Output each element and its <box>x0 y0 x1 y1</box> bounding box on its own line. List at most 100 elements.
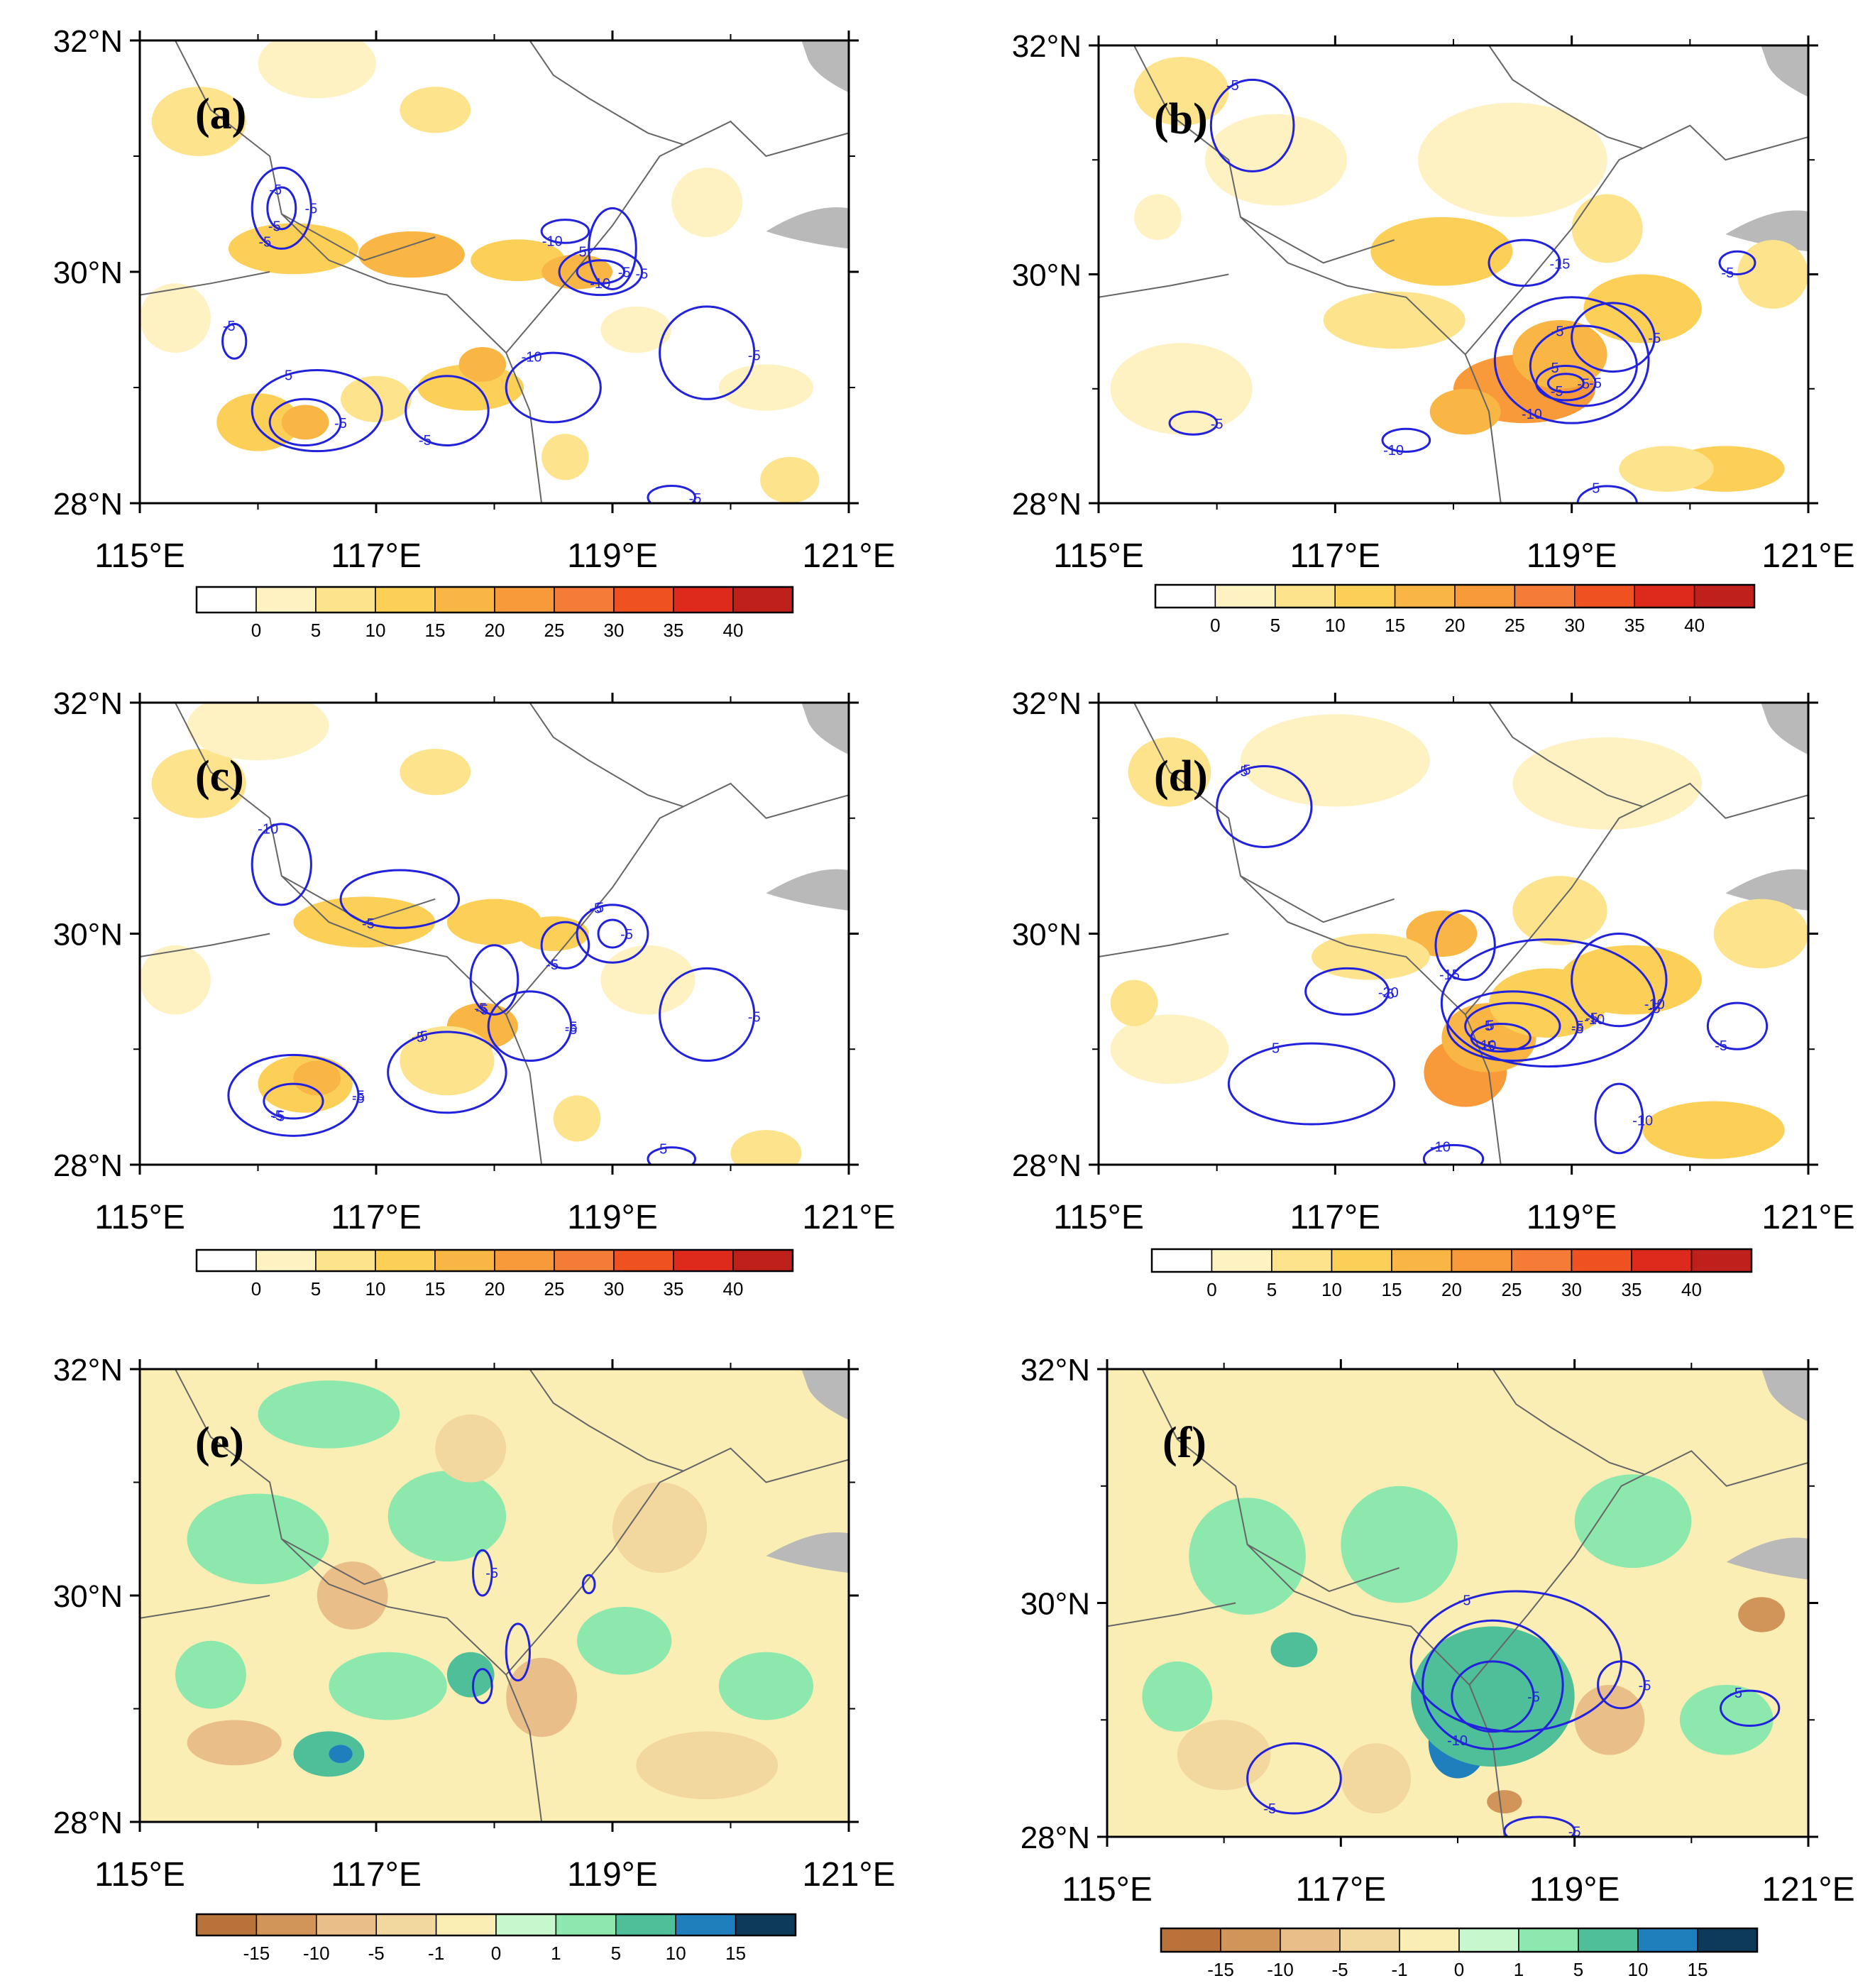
field-cell <box>760 456 820 503</box>
contour-label: -5 <box>223 319 236 334</box>
sea-area <box>801 703 849 755</box>
colorbar-label: 1 <box>1514 1959 1524 1980</box>
field-cell <box>1487 1790 1522 1814</box>
colorbar-swatch <box>1518 1928 1579 1953</box>
contour-line <box>221 322 248 360</box>
field-cell <box>730 1130 802 1165</box>
sea-area <box>801 40 849 93</box>
field-cell <box>1241 714 1430 807</box>
province-border <box>1468 1473 1645 1686</box>
province-border <box>1240 216 1395 264</box>
contour-label: -5 <box>1267 1041 1280 1057</box>
contour-line <box>505 1622 531 1682</box>
colorbar-swatch <box>1574 584 1635 608</box>
colorbar-swatch <box>375 1913 437 1936</box>
x-tick-label: 121°E <box>1761 537 1854 575</box>
contour-line <box>1571 302 1656 373</box>
colorbar-label: 0 <box>1210 615 1220 636</box>
contour-line <box>487 990 573 1062</box>
panel-label: (a) <box>195 90 246 138</box>
field-cell <box>471 239 566 282</box>
contour-line <box>1706 1001 1769 1050</box>
sea-area <box>1725 210 1808 252</box>
field-cell <box>1583 274 1703 344</box>
contour-label: -5 <box>620 927 633 943</box>
field-cell <box>258 1380 400 1449</box>
contour-line <box>540 219 590 244</box>
contour-label: -5 <box>1458 1593 1471 1609</box>
x-tick-label: 119°E <box>1527 537 1617 575</box>
contour-line <box>405 375 490 446</box>
field-cell <box>281 405 329 440</box>
field-cell <box>1417 102 1607 217</box>
colorbar-label: 15 <box>425 1278 446 1300</box>
x-tick-label: 117°E <box>331 1856 422 1894</box>
colorbar-swatch <box>1399 1928 1460 1953</box>
shaded-field: -5-5-5-5-10-5-5-5-10 -5-10-5-5-5-5-5 <box>140 40 849 503</box>
field-cell <box>151 749 246 818</box>
field-cell <box>1110 1014 1229 1084</box>
colorbar-label: 40 <box>723 1278 744 1300</box>
colorbar-swatch <box>1454 584 1516 608</box>
y-tick-label: 28°N <box>1021 1820 1090 1855</box>
colorbar-swatch <box>1634 584 1695 608</box>
field-cell <box>1142 1661 1213 1732</box>
contour-label: -5 <box>1480 1018 1492 1034</box>
contour-label: -5 <box>574 245 587 260</box>
contour-line <box>1440 938 1656 1068</box>
contour-label: -5 <box>1546 361 1559 376</box>
colorbar-swatch <box>1151 1248 1213 1273</box>
contour-label: -5 <box>1527 1689 1540 1705</box>
colorbar-label: 25 <box>1502 1279 1522 1300</box>
field-cell <box>541 434 589 480</box>
colorbar-swatch <box>1391 1248 1453 1273</box>
colorbar-label: 40 <box>1681 1279 1702 1300</box>
province-border <box>1247 1544 1400 1593</box>
y-tick-label: 32°N <box>1012 686 1082 721</box>
colorbar-label: 30 <box>604 620 625 641</box>
colorbar-swatch <box>1511 1248 1573 1273</box>
y-tick-label: 32°N <box>53 24 123 59</box>
contour-label: -5 <box>589 901 602 917</box>
colorbar-swatch <box>1637 1928 1698 1953</box>
field-cell <box>400 1026 495 1096</box>
sea-area <box>1761 703 1808 755</box>
field-cell <box>1341 1485 1458 1603</box>
contour-line <box>1503 1816 1576 1837</box>
colorbar-swatch <box>1631 1248 1693 1273</box>
colorbar-label: -15 <box>243 1943 270 1964</box>
colorbar-label: 5 <box>1270 615 1280 636</box>
province-border <box>529 703 849 819</box>
contour-label: -5 <box>280 368 292 383</box>
contour-label: -5 <box>748 1010 761 1026</box>
contour-label: -10 <box>1383 443 1404 458</box>
sea-area <box>1726 1537 1808 1580</box>
x-tick-label: 117°E <box>1290 537 1380 575</box>
colorbar-label: 20 <box>1441 1279 1462 1300</box>
colorbar: -15 -10 -5 -1 0 1 5 10 15 <box>1160 1927 1759 1980</box>
contour-label: -10 <box>1522 407 1542 422</box>
field-cell <box>1370 216 1513 286</box>
field-cell <box>293 1060 341 1096</box>
colorbar-label: 10 <box>1325 615 1346 636</box>
field-cell <box>435 1414 507 1483</box>
colorbar-swatch <box>1214 584 1276 608</box>
contour-line <box>659 967 756 1062</box>
colorbar-swatch <box>1220 1928 1281 1953</box>
x-tick-label: 121°E <box>802 1856 895 1894</box>
colorbar: -15 -10 -5 -1 0 1 5 10 15 <box>195 1913 797 1964</box>
province-border <box>175 1369 543 1822</box>
colorbar-label: 30 <box>604 1278 625 1300</box>
colorbar-frame <box>1160 1927 1759 1953</box>
field-cell <box>718 1652 814 1720</box>
contour-line <box>1422 1619 1564 1750</box>
colorbar-swatch <box>1271 1248 1333 1273</box>
contour-line <box>1718 250 1756 275</box>
province-border <box>140 933 270 958</box>
field-cell <box>1177 1720 1271 1791</box>
field-cell <box>1619 446 1714 492</box>
field-cell <box>577 1606 672 1675</box>
contour-line <box>1493 296 1650 424</box>
colorbar-frame <box>195 586 794 614</box>
contour-label: -5 <box>1585 1011 1598 1026</box>
